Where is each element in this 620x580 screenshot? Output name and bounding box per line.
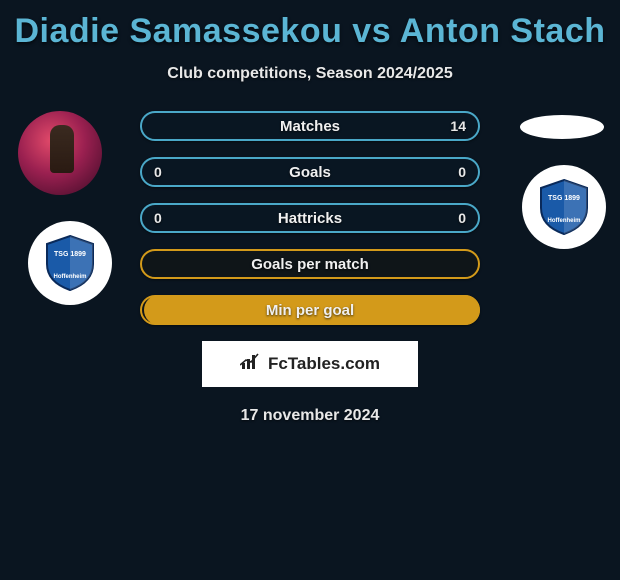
stat-label: Goals per match (251, 256, 369, 273)
stat-label: Matches (280, 118, 340, 135)
page-title: Diadie Samassekou vs Anton Stach (0, 0, 620, 51)
date-label: 17 november 2024 (0, 407, 620, 425)
branding-label: FcTables.com (268, 354, 380, 374)
stat-label: Min per goal (266, 302, 354, 319)
player-right-placeholder (520, 115, 604, 139)
stat-value-right: 0 (458, 210, 466, 226)
stat-value-right: 0 (458, 164, 466, 180)
stat-row: Goals per match (140, 249, 480, 279)
club-right-badge: TSG 1899 Hoffenheim (522, 165, 606, 249)
stat-row: Min per goal (140, 295, 480, 325)
svg-text:Hoffenheim: Hoffenheim (54, 274, 87, 280)
branding-box: FcTables.com (202, 341, 418, 387)
stat-row: 0 Goals 0 (140, 157, 480, 187)
stat-row: 0 Hattricks 0 (140, 203, 480, 233)
svg-text:TSG 1899: TSG 1899 (548, 195, 580, 202)
stat-value-left: 0 (154, 164, 162, 180)
comparison-area: TSG 1899 Hoffenheim TSG 1899 Hoffenheim … (0, 111, 620, 425)
svg-text:TSG 1899: TSG 1899 (54, 251, 86, 258)
hoffenheim-shield-icon: TSG 1899 Hoffenheim (43, 234, 97, 292)
stat-value-left: 0 (154, 210, 162, 226)
hoffenheim-shield-icon: TSG 1899 Hoffenheim (537, 178, 591, 236)
svg-text:Hoffenheim: Hoffenheim (548, 218, 581, 224)
stat-label: Hattricks (278, 210, 342, 227)
club-left-badge: TSG 1899 Hoffenheim (28, 221, 112, 305)
stat-label: Goals (289, 164, 331, 181)
stat-value-right: 14 (450, 118, 466, 134)
stat-row: Matches 14 (140, 111, 480, 141)
bar-chart-icon (240, 353, 262, 376)
player-left-photo (18, 111, 102, 195)
subtitle: Club competitions, Season 2024/2025 (0, 65, 620, 83)
stat-bars: Matches 14 0 Goals 0 0 Hattricks 0 Goals per mat… (140, 111, 480, 325)
